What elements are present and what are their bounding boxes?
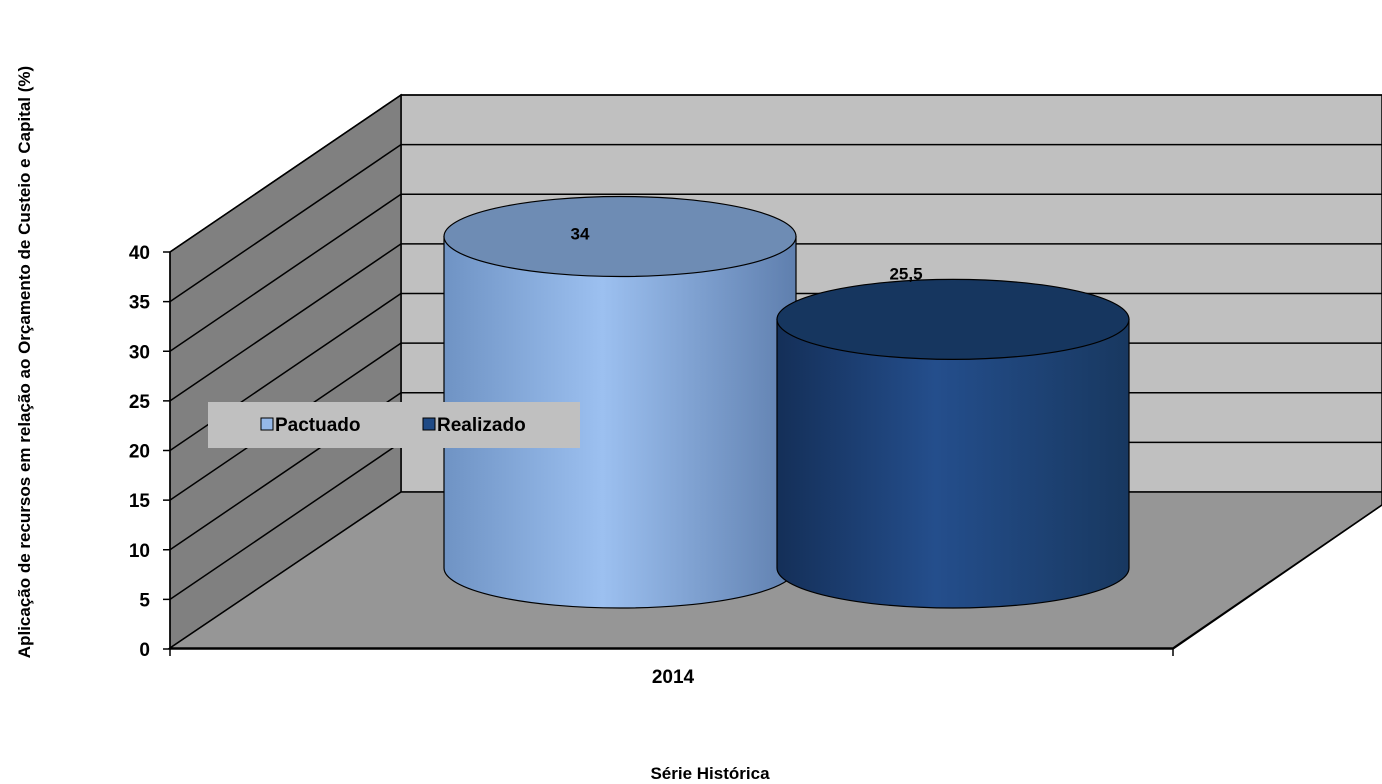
gridline <box>169 193 1382 352</box>
legend-swatch-realizado <box>422 417 436 431</box>
y-tick-label: 15 <box>129 491 151 512</box>
legend-swatch-pactuado <box>260 417 274 431</box>
legend: Pactuado Realizado <box>208 402 580 448</box>
y-tick-label: 40 <box>129 243 150 264</box>
y-axis-title: Aplicação de recursos em relação ao Orça… <box>15 66 34 658</box>
gridline <box>169 243 1382 402</box>
floor-front-right-edge <box>1172 504 1382 650</box>
data-labels: 34 25,5 <box>571 225 923 284</box>
y-tick-label: 10 <box>129 541 150 562</box>
y-tick-label: 20 <box>129 442 150 463</box>
y-tick-label: 5 <box>139 590 150 611</box>
gridline <box>169 94 1382 253</box>
legend-label-realizado: Realizado <box>437 415 526 436</box>
data-label-realizado: 25,5 <box>889 264 922 283</box>
y-axis-ticks: 0 5 10 15 20 25 30 35 40 <box>129 243 170 661</box>
cylinders <box>443 195 1130 609</box>
gridline <box>169 143 1382 303</box>
y-tick-label: 0 <box>139 640 150 661</box>
cylinder-body-pactuado <box>443 235 797 609</box>
cylinder-top-pactuado <box>443 195 797 278</box>
x-tick-label: 2014 <box>652 667 695 688</box>
cylinder-top-realizado <box>776 278 1130 360</box>
y-tick-label: 30 <box>129 342 150 363</box>
x-axis-title: Série Histórica <box>650 764 770 783</box>
data-label-pactuado: 34 <box>571 225 590 244</box>
legend-label-pactuado: Pactuado <box>275 415 361 436</box>
y-tick-label: 35 <box>129 293 151 314</box>
y-tick-label: 25 <box>129 392 151 413</box>
cylinder-body-realizado <box>776 318 1130 609</box>
